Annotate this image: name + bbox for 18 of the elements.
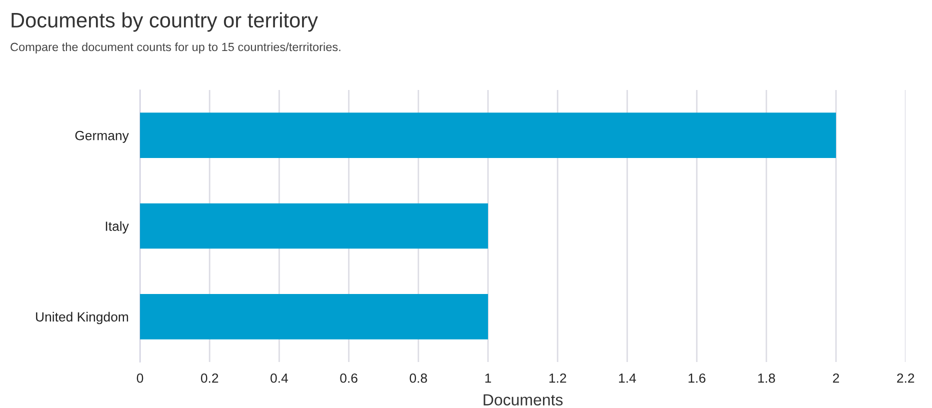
x-tick-label: 0.4 (270, 373, 288, 383)
x-tick-label: 0.8 (410, 373, 427, 383)
x-tick-label: 2.2 (897, 373, 914, 383)
x-tick-label: 1.2 (549, 373, 566, 383)
x-tick-label: 0.2 (200, 373, 218, 383)
x-tick-label: 2 (832, 373, 840, 383)
y-tick-label: United Kingdom (36, 312, 128, 324)
chart-subtitle: Compare the document counts for up to 15 countries/territories. (10, 42, 340, 54)
x-axis-title: Documents (484, 394, 563, 406)
x-tick-label: 1.4 (619, 374, 636, 383)
y-tick-label: Germany (75, 130, 129, 143)
x-tick-label: 1 (485, 374, 492, 383)
x-tick-label: 0.6 (340, 373, 358, 383)
chart-title: Documents by country or territory (12, 12, 318, 32)
x-tick-label: 1.8 (758, 373, 775, 383)
x-tick-label: 1.6 (688, 373, 706, 383)
y-tick-label: Italy (106, 221, 129, 234)
x-tick-label: 0 (136, 373, 144, 383)
